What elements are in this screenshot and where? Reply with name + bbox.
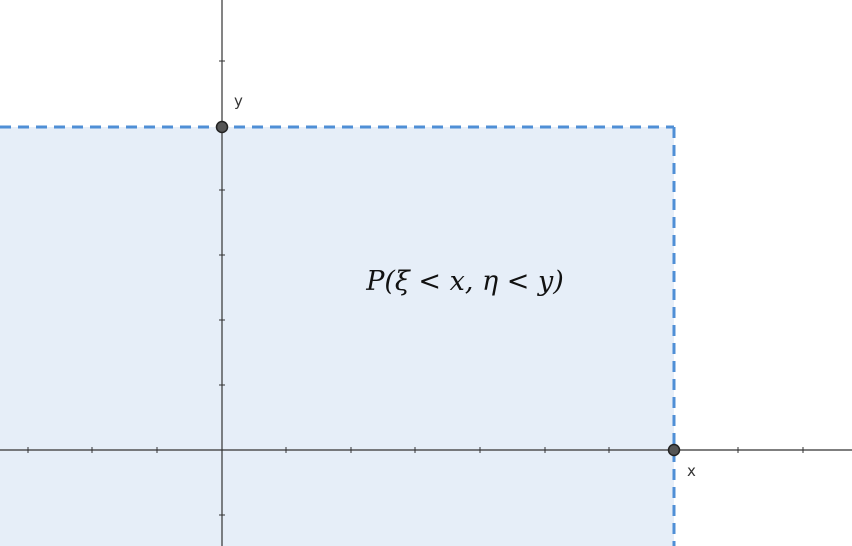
probability-formula: P(ξ < x, η < y) [365, 266, 564, 297]
probability-region [0, 127, 674, 546]
x-axis-label: x [687, 462, 696, 480]
y-point[interactable] [215, 120, 229, 134]
x-axis-ticks [27, 447, 804, 453]
x-point[interactable] [667, 443, 681, 457]
y-axis-label: y [234, 92, 243, 110]
y-axis-ticks [219, 60, 225, 516]
